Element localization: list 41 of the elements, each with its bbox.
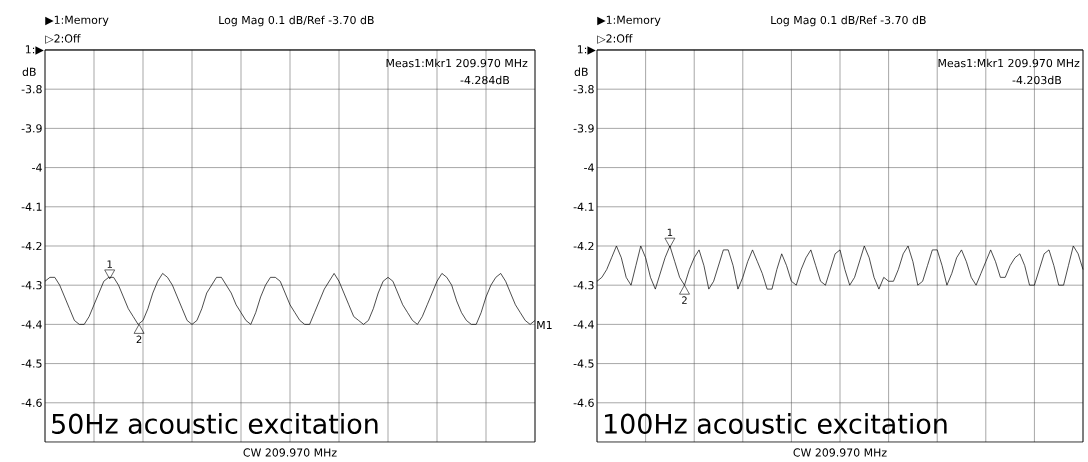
ref-line-label: 1:▶ [577, 45, 596, 55]
y-tick-label: -4.6 [21, 398, 42, 407]
y-tick-label: -4 [32, 163, 42, 172]
text: ▶1:Memory [597, 15, 661, 27]
y-tick-label: -4.3 [573, 281, 594, 290]
y-tick-label: -4.5 [21, 359, 42, 368]
y-tick-label: -3.9 [21, 124, 42, 133]
y-tick-label: -4.1 [573, 202, 594, 211]
ref-line-label: 1:▶ [25, 45, 44, 55]
annotation: Meas1:Mkr1 209.970 MHz [938, 58, 1080, 68]
y-tick-label: -4.3 [21, 281, 42, 290]
y-tick-label: -4.1 [21, 202, 42, 211]
y-tick-label: -4.4 [21, 320, 42, 329]
y-tick-label: -4.4 [573, 320, 594, 329]
y-tick-label: -3.9 [573, 124, 594, 133]
text: Log Mag 0.1 dB/Ref -3.70 dB [219, 15, 374, 27]
text: 50Hz acoustic excitation [52, 413, 378, 434]
annotation: -4.284dB [460, 75, 510, 85]
annotation: 1 [107, 260, 112, 268]
x-axis-title: CW 209.970 MHz [793, 448, 887, 457]
y-tick-label: -4.2 [573, 241, 594, 251]
y-tick-label: -4.5 [573, 359, 594, 368]
text: ▶1:Memory [45, 15, 109, 27]
text: M1 [537, 321, 552, 329]
annotation: -4.203dB [1012, 75, 1062, 85]
text: 100Hz acoustic excitation [605, 413, 947, 434]
y-tick-label: -3.8 [573, 85, 594, 94]
text: ▷2:Off [597, 34, 633, 44]
annotation: 2 [136, 335, 142, 343]
y-tick-label: -3.8 [21, 85, 42, 94]
y-tick-label: -4.6 [573, 398, 594, 407]
text: Log Mag 0.1 dB/Ref -3.70 dB [771, 15, 926, 27]
annotation: 2 [682, 296, 687, 304]
y-tick-label: -4.2 [21, 241, 42, 251]
annotation: Meas1:Mkr1 209.970 MHz [386, 58, 528, 68]
annotation: 1 [667, 228, 673, 236]
text: ▷2:Off [45, 34, 81, 44]
y-axis-title: dB [22, 67, 36, 76]
x-axis-title: CW 209.970 MHz [243, 448, 337, 457]
y-tick-label: -4 [584, 163, 594, 172]
y-axis-title: dB [574, 67, 588, 76]
